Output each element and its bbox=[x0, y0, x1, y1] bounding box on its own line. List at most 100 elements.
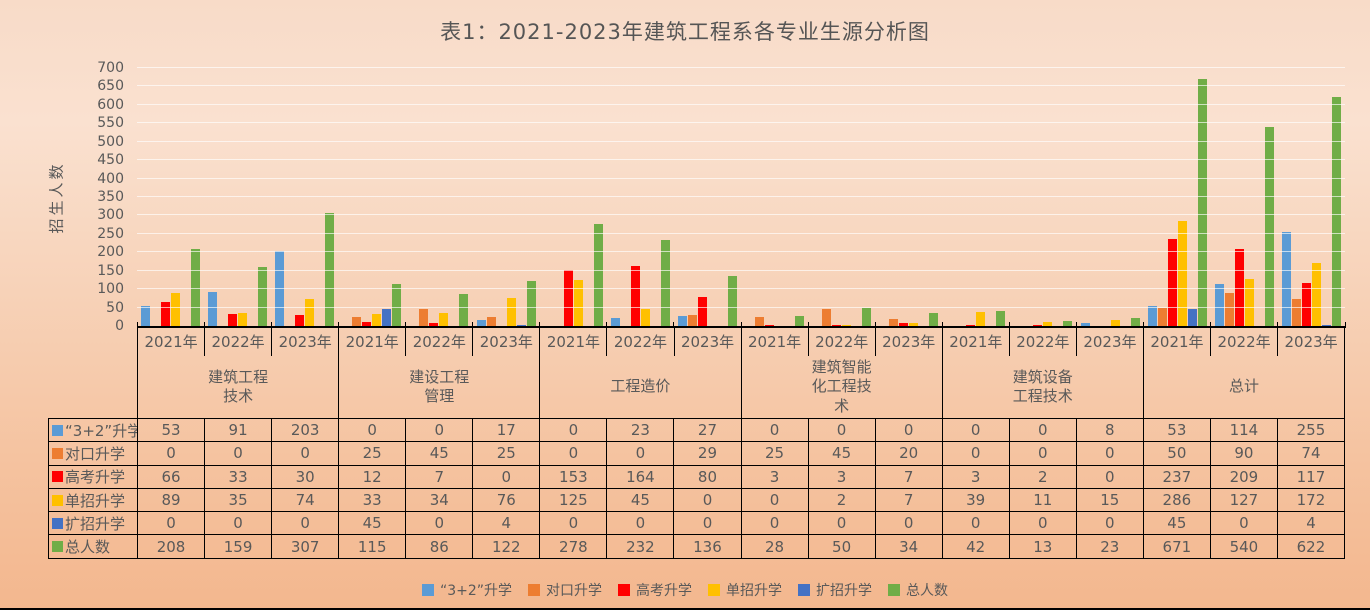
data-cell: 0 bbox=[1009, 419, 1077, 443]
legend-item: “3+2”升学 bbox=[421, 580, 512, 600]
data-cell: 30 bbox=[272, 465, 340, 489]
legend-item: 总人数 bbox=[888, 580, 948, 600]
data-cell: 153 bbox=[540, 465, 608, 489]
data-cell: 232 bbox=[607, 535, 675, 559]
legend-swatch bbox=[708, 584, 721, 596]
data-cell: 80 bbox=[674, 465, 742, 489]
y-tick-label: 550 bbox=[97, 115, 124, 132]
data-cell: 172 bbox=[1277, 488, 1345, 513]
data-cell: 12 bbox=[339, 465, 407, 489]
gridline bbox=[137, 177, 1345, 179]
data-cell: 42 bbox=[942, 535, 1010, 559]
group-label: 建筑设备工程技术 bbox=[1012, 367, 1073, 406]
bar bbox=[506, 298, 516, 326]
chart-title: 表1：2021-2023年建筑工程系各专业生源分析图 bbox=[440, 20, 930, 44]
data-cell: 0 bbox=[741, 488, 809, 513]
bar bbox=[1033, 325, 1043, 326]
data-cell: 0 bbox=[1076, 465, 1144, 489]
data-cell: 0 bbox=[808, 419, 876, 443]
data-cell: 0 bbox=[674, 512, 742, 536]
group-label: 建筑工程技术 bbox=[208, 367, 269, 406]
data-cell: 0 bbox=[406, 419, 474, 443]
bar bbox=[1167, 239, 1177, 326]
series-swatch bbox=[52, 494, 63, 506]
data-cell: 0 bbox=[808, 512, 876, 536]
bar bbox=[630, 266, 640, 326]
legend-swatch bbox=[618, 584, 631, 596]
legend-item: 单招升学 bbox=[708, 580, 782, 600]
group-label: 工程造价 bbox=[610, 377, 671, 396]
bar-column bbox=[204, 68, 271, 326]
bar bbox=[238, 313, 248, 326]
data-cell: 0 bbox=[875, 512, 943, 536]
data-cell: 286 bbox=[1143, 488, 1211, 513]
bar bbox=[1187, 309, 1197, 326]
group-cell: 建筑工程技术 bbox=[138, 356, 338, 418]
data-cell: 45 bbox=[406, 442, 474, 466]
x-axis-tick bbox=[1143, 322, 1145, 328]
x-axis-tick bbox=[404, 322, 406, 328]
data-cell: 307 bbox=[272, 535, 340, 559]
x-axis-tick bbox=[874, 322, 876, 328]
data-cell: 114 bbox=[1210, 419, 1278, 443]
legend-label: 高考升学 bbox=[636, 583, 693, 599]
data-cell: 4 bbox=[1277, 512, 1345, 536]
bar bbox=[161, 302, 171, 326]
data-cell: 115 bbox=[339, 535, 407, 559]
bar bbox=[325, 213, 335, 326]
x-axis-tick bbox=[203, 322, 205, 328]
row-header-cell: 总人数 bbox=[49, 535, 138, 559]
y-tick-label: 450 bbox=[97, 152, 124, 169]
data-cell: 0 bbox=[540, 419, 608, 443]
data-cell: 0 bbox=[674, 488, 742, 513]
year-cell: 2022年 bbox=[1210, 326, 1277, 356]
bar-column bbox=[1009, 68, 1076, 326]
year-cell: 2021年 bbox=[338, 326, 405, 356]
data-cell: 13 bbox=[1009, 535, 1077, 559]
data-cell: 0 bbox=[1009, 512, 1077, 536]
bar bbox=[352, 317, 362, 326]
x-axis-tick bbox=[1277, 322, 1279, 328]
y-tick-label: 500 bbox=[97, 133, 124, 150]
legend-item: 高考升学 bbox=[618, 580, 692, 600]
y-tick-label: 0 bbox=[115, 318, 124, 334]
row-header-label: 扩招升学 bbox=[65, 514, 126, 533]
bar bbox=[1291, 299, 1301, 326]
year-cell: 2021年 bbox=[941, 326, 1009, 356]
data-cell: 122 bbox=[473, 535, 541, 559]
data-cell: 7 bbox=[406, 465, 474, 489]
bar bbox=[208, 292, 218, 326]
data-cell: 136 bbox=[674, 535, 742, 559]
data-cell: 125 bbox=[540, 488, 608, 513]
bar bbox=[909, 323, 919, 326]
data-cell: 53 bbox=[138, 419, 206, 443]
x-axis-tick bbox=[941, 322, 943, 328]
data-cell: 0 bbox=[205, 512, 273, 536]
bar bbox=[755, 317, 765, 326]
data-cell: 33 bbox=[339, 488, 407, 513]
data-cell: 3 bbox=[741, 465, 809, 489]
gridline bbox=[137, 269, 1345, 271]
y-tick-label: 600 bbox=[97, 96, 124, 113]
data-cell: 8 bbox=[1076, 419, 1144, 443]
bar-column bbox=[1077, 68, 1144, 326]
data-cell: 0 bbox=[272, 442, 340, 466]
data-cell: 0 bbox=[339, 419, 407, 443]
legend-swatch bbox=[798, 584, 811, 596]
group-label: 建设工程管理 bbox=[409, 367, 470, 406]
bar-column bbox=[1211, 68, 1278, 326]
data-cell: 0 bbox=[540, 442, 608, 466]
group-cell: 建筑设备工程技术 bbox=[941, 356, 1143, 418]
bar bbox=[459, 294, 469, 326]
bar bbox=[429, 323, 439, 326]
bar bbox=[1080, 323, 1090, 326]
bar bbox=[889, 319, 899, 326]
bar bbox=[765, 325, 775, 326]
bar bbox=[486, 317, 496, 326]
data-cell: 39 bbox=[942, 488, 1010, 513]
row-header-cell: 扩招升学 bbox=[49, 512, 138, 536]
data-cell: 0 bbox=[138, 512, 206, 536]
bars-layer bbox=[137, 68, 1345, 326]
data-cell: 45 bbox=[1143, 512, 1211, 536]
